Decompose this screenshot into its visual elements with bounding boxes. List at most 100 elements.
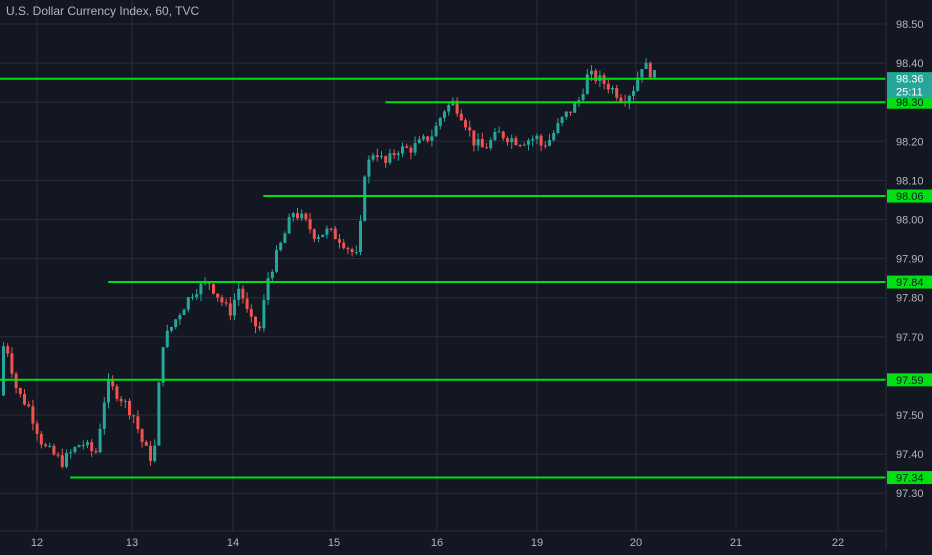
candle-body [249,308,253,317]
x-tick-label: 20 [630,537,642,549]
candle-body [186,297,190,310]
candle-body [644,62,648,70]
x-tick-label: 22 [832,537,844,549]
candle-body [468,127,472,131]
candle-body [195,294,199,297]
current-price-label: 98.36 [896,74,924,86]
candle-body [388,153,392,163]
level-label-bg [887,95,932,109]
candle-body [69,452,73,454]
candle-body [333,228,337,240]
x-tick-label: 12 [31,537,43,549]
candle-body [367,159,371,177]
horizontal-levels [0,77,886,479]
candle-body [434,125,438,137]
candle-body [245,298,249,309]
countdown-label: 25:11 [896,87,923,99]
candle-body [262,299,266,329]
candle-body [39,433,43,445]
candle-body [241,288,245,299]
price-axis[interactable]: 98.50 98.40 98.30 98.20 98.10 98.00 97.90 97.80… [896,19,924,500]
candle-body [296,213,299,219]
candle-body [27,404,31,407]
candle-body [573,103,577,113]
candle-body [590,70,593,75]
candle-body [44,444,47,447]
candle-body [254,316,257,327]
candle-body [455,100,459,114]
time-axis[interactable]: 12 13 14 15 16 19 20 21 22 [31,537,844,549]
candle-body [430,136,434,141]
candle-body [510,138,514,143]
level-label: 97.84 [896,277,924,289]
candle-body [81,445,85,447]
candle-body [233,299,236,316]
candle-body [489,140,493,149]
candle-body [350,249,354,253]
candle-body [501,131,505,139]
candle-body [102,402,106,429]
candle-body [329,228,333,230]
candle-body [308,219,312,230]
candle-body [224,302,228,304]
candle-body [220,297,224,303]
grid [0,0,886,531]
candle-body [115,386,119,399]
candle-body [266,278,270,300]
candle-body [132,415,136,417]
candle-body [476,139,480,146]
candle-body [405,146,409,148]
candle-body [325,228,329,235]
candle-body [291,213,295,218]
candle-body [632,90,635,96]
candle-body [627,95,631,103]
candle-body [354,252,358,254]
candle-body [556,123,560,133]
candle-body [485,147,488,149]
candle-body [422,136,425,140]
candle-body [417,139,421,143]
candle-body [119,398,123,402]
candle-body [396,153,400,156]
y-tick-label: 97.70 [896,332,924,344]
candle-body [363,176,367,221]
candle-body [426,136,430,141]
candle-body [338,239,341,243]
candle-body [539,135,543,146]
candle-body [31,406,35,424]
candle-body [182,309,186,316]
candle-body [2,346,5,396]
candle-body [506,138,509,143]
candle-body [94,451,98,453]
candle-body [270,271,274,279]
candle-body [606,83,610,90]
level-label-bg [887,189,932,203]
x-tick-label: 14 [227,537,239,549]
candle-body [23,393,26,405]
x-tick-label: 21 [730,537,742,549]
candle-body [153,445,157,462]
candle-body [493,131,497,141]
candle-body [111,379,115,387]
level-label-bg [887,471,932,485]
candle-body [392,153,396,156]
candle-body [107,379,110,403]
candle-body [86,442,89,446]
level-label: 98.06 [896,191,924,203]
candle-body [548,140,551,146]
candle-body [375,155,379,158]
x-tick-label: 13 [126,537,138,549]
candle-body [258,326,262,329]
level-label-bg [887,275,932,289]
y-tick-label: 98.00 [896,215,924,227]
candle-body [636,77,640,91]
candle-body [283,233,287,243]
candle-body [178,315,182,320]
y-tick-label: 97.50 [896,410,924,422]
candle-body [543,145,547,147]
y-tick-label: 98.40 [896,58,924,70]
candle-body [6,346,10,354]
candle-body [123,400,127,402]
